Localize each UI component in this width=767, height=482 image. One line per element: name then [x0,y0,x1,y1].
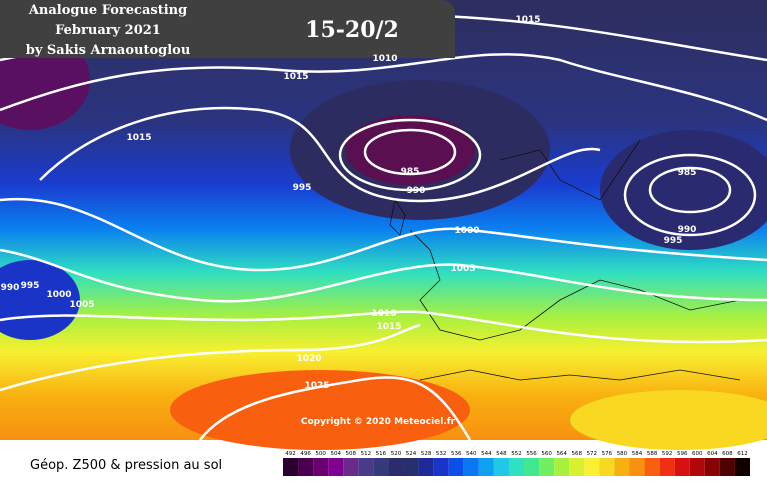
colorbar-label: 524 [406,451,417,457]
colorbar-swatch [373,458,389,476]
colorbar-swatch [524,458,540,476]
colorbar-label: 516 [376,451,387,457]
isobar-label: 1010 [372,54,397,64]
isobar-label: 995 [293,183,312,193]
colorbar-swatch [704,458,720,476]
colorbar-swatch [569,458,585,476]
colorbar-label: 496 [300,451,311,457]
colorbar-swatch [298,458,314,476]
colorbar-swatch [508,458,525,476]
colorbar-label: 536 [451,451,462,457]
colorbar-label: 580 [617,451,628,457]
isobar-label: 990 [407,186,426,196]
colorbar-swatch [659,458,675,476]
colorbar-label: 492 [285,451,296,457]
isobar-label: 1005 [450,264,475,274]
isobar-label: 995 [664,236,683,246]
isobar-label: 1015 [283,72,308,82]
colorbar: 492 496 500 504 508 512 516 520 524 528 532 536 540 5… [283,451,750,476]
header-line: February 2021 [55,23,161,38]
colorbar-swatch [403,458,419,476]
isobar-label: 1005 [69,300,94,310]
colorbar-swatch [313,458,329,476]
colorbar-swatch [539,458,555,476]
colorbar-label: 504 [330,451,341,457]
isobar-label: 1025 [304,381,329,391]
colorbar-swatch [614,458,630,476]
colorbar-label: 520 [391,451,402,457]
colorbar-swatch [478,458,494,476]
isobar-label: 1015 [126,133,151,143]
colorbar-swatch [599,458,615,476]
isobar-label: 985 [678,168,697,178]
colorbar-swatch [448,458,464,476]
colorbar-swatch [689,458,705,476]
colorbar-label: 560 [541,451,552,457]
isobar-labels: 1015101010151015985990995985990995100010… [1,15,697,391]
colorbar-label: 508 [346,451,357,457]
colorbar-swatch [433,458,449,476]
header-box [0,0,455,58]
colorbar-label: 600 [692,451,703,457]
colorbar-label: 592 [662,451,673,457]
colorbar-swatch [283,458,299,476]
colorbar-label: 584 [632,451,643,457]
colorbar-swatch [358,458,374,476]
header-line: by Sakis Arnaoutoglou [26,43,191,58]
colorbar-label: 596 [677,451,688,457]
isobar-label: 1015 [515,15,540,25]
colorbar-swatch [463,458,479,476]
copyright: Copyright © 2020 Meteociel.fr [301,417,456,427]
colorbar-swatch [629,458,645,476]
colorbar-label: 532 [436,451,447,457]
isobar-label: 1015 [376,322,401,332]
colorbar-label: 564 [556,451,567,457]
period: 15-20/2 [305,17,399,43]
isobar-label: 985 [401,167,420,177]
colorbar-swatch [674,458,690,476]
colorbar-swatch [493,458,509,476]
colorbar-label: 568 [572,451,583,457]
isobar-label: 1010 [371,309,396,319]
isobar-label: 1000 [46,290,71,300]
colorbar-label: 576 [602,451,613,457]
colorbar-label: 552 [511,451,522,457]
colorbar-swatch [418,458,434,476]
colorbar-label: 544 [481,451,492,457]
colorbar-swatch [343,458,359,476]
colorbar-swatch [388,458,404,476]
legend-title: Géop. Z500 & pression au sol [30,458,222,473]
colorbar-label: 540 [466,451,477,457]
colorbar-label: 548 [496,451,507,457]
isobar-label: 1000 [454,226,479,236]
colorbar-label: 588 [647,451,658,457]
isobar-label: 995 [21,281,40,291]
colorbar-label: 500 [315,451,326,457]
colorbar-label: 528 [421,451,432,457]
isobar-label: 990 [1,283,20,293]
colorbar-label: 604 [707,451,718,457]
colorbar-swatch [584,458,600,476]
colorbar-label: 512 [361,451,372,457]
isobars [0,13,767,441]
isobar-label: 1020 [296,354,321,364]
colorbar-swatch [554,458,570,476]
isobar-label: 990 [678,225,697,235]
colorbar-label: 608 [722,451,733,457]
colorbar-label: 556 [526,451,537,457]
colorbar-label: 612 [737,451,748,457]
colorbar-swatch [328,458,344,476]
colorbar-swatch [719,458,735,476]
colorbar-swatch [734,458,750,476]
header-line: Analogue Forecasting [28,3,187,18]
colorbar-swatch [644,458,660,476]
colorbar-label: 572 [587,451,598,457]
